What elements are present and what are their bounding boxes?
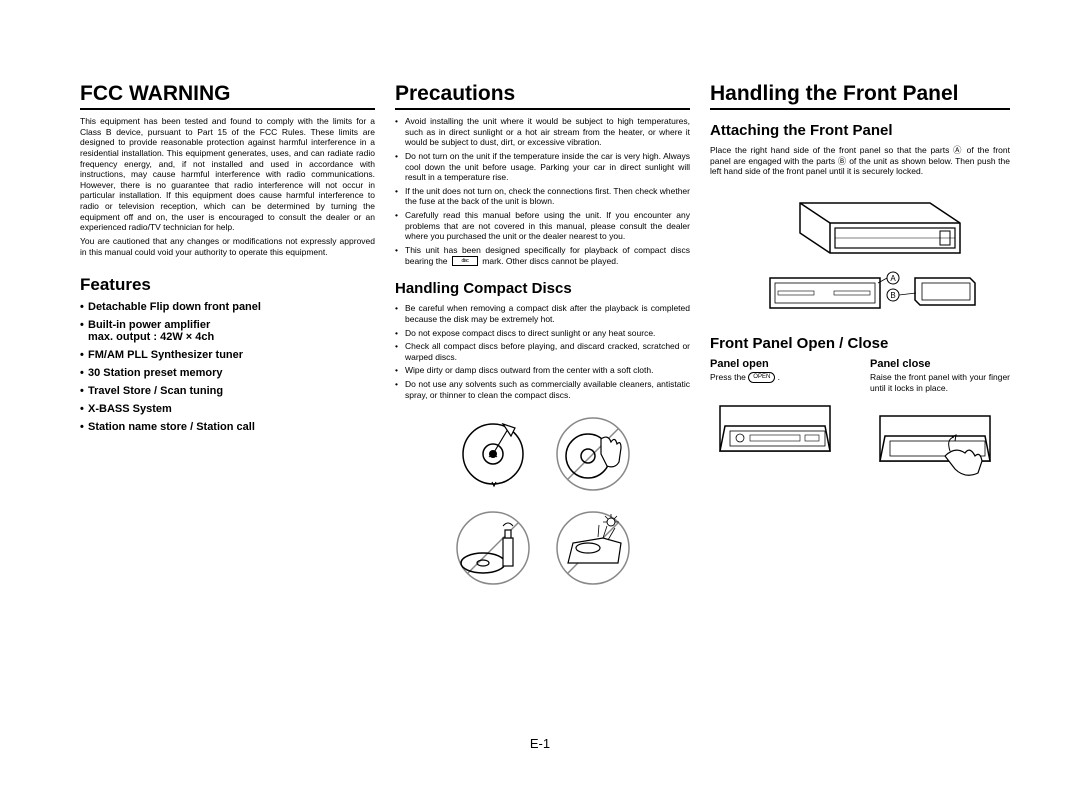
disc-no-touch-icon xyxy=(553,414,633,494)
feature-item: FM/AM PLL Synthesizer tuner xyxy=(88,349,375,361)
precautions-list: Avoid installing the unit where it would… xyxy=(395,116,690,266)
fcc-body: This equipment has been tested and found… xyxy=(80,116,375,257)
panel-open-figure xyxy=(710,391,840,471)
attach-heading: Attaching the Front Panel xyxy=(710,122,1010,139)
column-front-panel: Handling the Front Panel Attaching the F… xyxy=(710,82,1010,722)
panel-close-col: Panel close Raise the front panel with y… xyxy=(870,358,1010,481)
open-button-icon: OPEN xyxy=(748,372,775,383)
handling-item: Wipe dirty or damp discs outward from th… xyxy=(405,365,690,376)
panel-open-close-row: Panel open Press the OPEN . Panel close … xyxy=(710,358,1010,481)
attach-panel-figure: A B xyxy=(730,183,990,323)
features-heading: Features xyxy=(80,275,375,295)
panel-open-text: Press the OPEN . xyxy=(710,372,850,383)
fcc-para1: This equipment has been tested and found… xyxy=(80,116,375,233)
front-panel-heading: Handling the Front Panel xyxy=(710,82,1010,110)
handling-item: Be careful when removing a compact disk … xyxy=(405,303,690,324)
precaution-item-cd: This unit has been designed specifically… xyxy=(405,245,690,266)
column-precautions: Precautions Avoid installing the unit wh… xyxy=(395,82,690,722)
handling-item: Check all compact discs before playing, … xyxy=(405,341,690,362)
disc-figure-row-1 xyxy=(395,414,690,494)
feature-item: Station name store / Station call xyxy=(88,421,375,433)
feature-item: 30 Station preset memory xyxy=(88,367,375,379)
column-fcc: FCC WARNING This equipment has been test… xyxy=(80,82,375,722)
feature-item: Built-in power amplifier max. output : 4… xyxy=(88,319,375,343)
disc-no-dashboard-icon xyxy=(553,508,633,588)
fcc-heading: FCC WARNING xyxy=(80,82,375,110)
handling-heading: Handling Compact Discs xyxy=(395,280,690,297)
page-number: E-1 xyxy=(80,736,1000,751)
feature-item: Detachable Flip down front panel xyxy=(88,301,375,313)
features-list: Detachable Flip down front panel Built-i… xyxy=(80,301,375,433)
disc-figure-row-2 xyxy=(395,508,690,588)
panel-close-figure xyxy=(870,401,1000,481)
manual-page: FCC WARNING This equipment has been test… xyxy=(80,82,1000,722)
open-close-heading: Front Panel Open / Close xyxy=(710,335,1010,352)
precaution-item: Carefully read this manual before using … xyxy=(405,210,690,242)
fcc-para2: You are cautioned that any changes or mo… xyxy=(80,236,375,257)
handling-list: Be careful when removing a compact disk … xyxy=(395,303,690,400)
panel-open-label: Panel open xyxy=(710,358,850,370)
svg-text:A: A xyxy=(890,274,896,283)
precaution-item: Avoid installing the unit where it would… xyxy=(405,116,690,148)
feature-item: Travel Store / Scan tuning xyxy=(88,385,375,397)
disc-wipe-icon xyxy=(453,414,533,494)
disc-no-solvent-icon xyxy=(453,508,533,588)
panel-close-label: Panel close xyxy=(870,358,1010,370)
attach-text: Place the right hand side of the front p… xyxy=(710,145,1010,177)
feature-item: X-BASS System xyxy=(88,403,375,415)
panel-open-col: Panel open Press the OPEN . xyxy=(710,358,850,481)
handling-item: Do not use any solvents such as commerci… xyxy=(405,379,690,400)
svg-text:B: B xyxy=(890,291,895,300)
panel-close-text: Raise the front panel with your finger u… xyxy=(870,372,1010,393)
compact-disc-logo-icon: disc xyxy=(452,256,478,266)
handling-item: Do not expose compact discs to direct su… xyxy=(405,328,690,339)
precautions-heading: Precautions xyxy=(395,82,690,110)
precaution-item: Do not turn on the unit if the temperatu… xyxy=(405,151,690,183)
precaution-item: If the unit does not turn on, check the … xyxy=(405,186,690,207)
